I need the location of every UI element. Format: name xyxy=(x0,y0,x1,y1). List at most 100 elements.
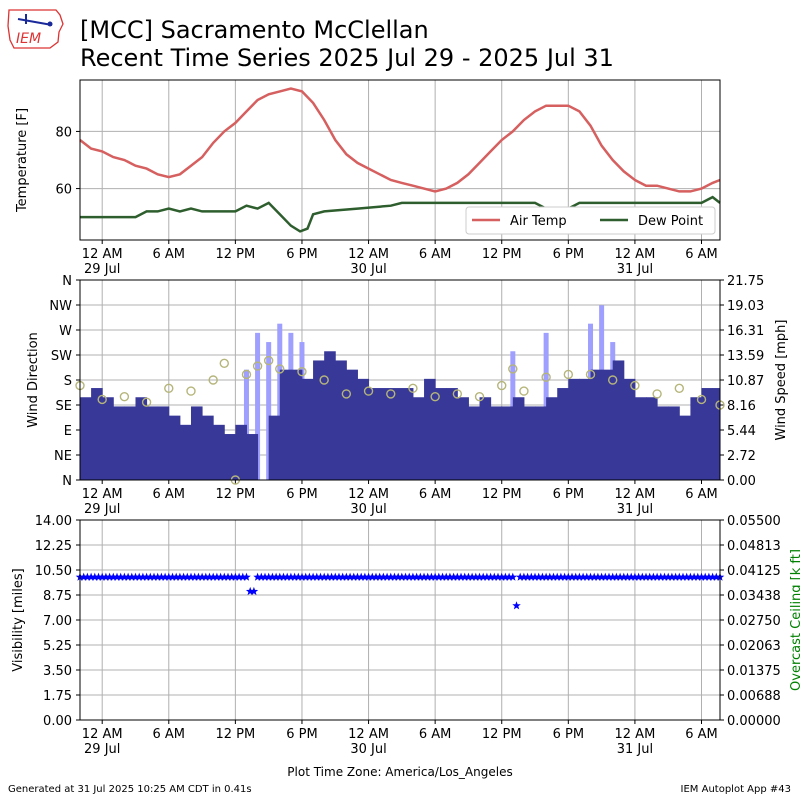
visibility-point xyxy=(586,572,595,581)
wind-speed-bar xyxy=(124,406,136,480)
x-tick-label: 30 Jul xyxy=(350,502,386,517)
direction-tick-label: SE xyxy=(56,399,72,414)
visibility-point xyxy=(223,572,233,581)
visibility-point xyxy=(652,572,662,581)
visibility-point xyxy=(641,572,651,581)
visibility-point xyxy=(160,572,170,581)
visibility-tick-label: 7.00 xyxy=(43,614,72,629)
wind-speed-bar xyxy=(401,388,414,480)
visibility-point xyxy=(253,572,262,581)
visibility-point xyxy=(612,572,621,581)
visibility-point xyxy=(197,572,207,581)
visibility-point xyxy=(423,572,432,581)
x-tick-label: 31 Jul xyxy=(617,262,653,277)
wind-speed-bar xyxy=(557,388,569,480)
x-tick-label: 6 PM xyxy=(286,727,317,742)
plot-frame xyxy=(79,279,721,481)
visibility-point xyxy=(549,572,558,581)
wind-speed-bar xyxy=(168,415,181,480)
wind-speed-bar xyxy=(568,378,580,480)
visibility-point xyxy=(105,572,114,581)
visibility-point xyxy=(164,572,174,581)
x-tick-label: 6 AM xyxy=(685,247,718,262)
visibility-point xyxy=(138,572,148,581)
visibility-point xyxy=(79,572,88,581)
visibility-point xyxy=(660,572,669,581)
visibility-point xyxy=(560,572,569,581)
visibility-point xyxy=(327,572,336,581)
x-tick-label: 12 PM xyxy=(216,247,256,262)
x-tick-label: 12 AM xyxy=(615,247,656,262)
x-tick-label: 29 Jul xyxy=(84,502,120,517)
direction-tick-label: W xyxy=(59,324,72,339)
visibility-point xyxy=(345,572,355,581)
wind-direction-point xyxy=(386,389,396,399)
x-tick-label: 6 PM xyxy=(553,247,584,262)
visibility-point xyxy=(334,572,344,581)
visibility-point xyxy=(353,572,362,581)
wind-speed-bar xyxy=(357,378,370,480)
x-tick-label: 6 PM xyxy=(286,247,317,262)
visibility-point xyxy=(168,572,177,581)
visibility-point xyxy=(449,572,458,581)
visibility-point xyxy=(571,572,580,581)
x-tick-label: 12 AM xyxy=(82,487,123,502)
x-tick-label: 29 Jul xyxy=(84,262,120,277)
visibility-point xyxy=(545,572,555,581)
wind-speed-bar xyxy=(179,424,192,480)
ceiling-tick-label: 0.03438 xyxy=(727,589,781,604)
wind-speed-bar xyxy=(157,406,170,480)
visibility-point xyxy=(708,572,717,581)
x-tick-label: 29 Jul xyxy=(84,742,120,757)
visibility-point xyxy=(275,572,284,581)
wind-speed-bar xyxy=(346,369,358,480)
visibility-tick-label: 14.00 xyxy=(35,514,72,529)
wind-gust-bar xyxy=(255,332,261,480)
visibility-point xyxy=(83,572,92,581)
visibility-point xyxy=(689,572,699,581)
visibility-point xyxy=(523,572,532,581)
visibility-point xyxy=(109,572,118,581)
wind-speed-bar xyxy=(468,406,481,480)
visibility-point xyxy=(575,572,584,581)
visibility-point xyxy=(97,572,107,581)
visibility-point xyxy=(390,572,399,581)
x-tick-label: 6 AM xyxy=(685,487,718,502)
visibility-point xyxy=(234,572,244,581)
visibility-point xyxy=(153,572,162,581)
wind-direction-point xyxy=(164,383,174,394)
wind-speed-bar xyxy=(224,434,236,480)
visibility-point xyxy=(412,572,421,581)
visibility-point xyxy=(667,572,677,581)
visibility-point xyxy=(634,572,643,581)
x-tick-label: 12 AM xyxy=(82,727,123,742)
visibility-tick-label: 5.25 xyxy=(43,639,72,654)
wind-direction-point xyxy=(430,391,440,402)
visibility-tick-label: 1.75 xyxy=(43,689,72,704)
ceiling-tick-label: 0.02063 xyxy=(727,639,781,654)
visibility-point xyxy=(678,572,688,581)
wind-speed-bar xyxy=(623,378,636,480)
wind-speed-bar xyxy=(390,388,403,480)
visibility-point xyxy=(249,586,259,596)
direction-tick-label: SW xyxy=(51,349,72,364)
x-tick-label: 30 Jul xyxy=(350,262,386,277)
wind-speed-bar xyxy=(213,424,225,480)
wind-gust-bar xyxy=(266,342,272,480)
visibility-point xyxy=(157,572,166,581)
visibility-point xyxy=(86,572,96,581)
direction-tick-label: S xyxy=(64,374,72,389)
wind-speed-bar xyxy=(646,397,658,480)
wind-direction-point xyxy=(563,369,574,380)
visibility-point xyxy=(90,572,100,581)
plot-frame xyxy=(79,79,721,241)
visibility-point xyxy=(604,572,614,581)
visibility-point xyxy=(597,572,606,581)
visibility-point xyxy=(368,572,377,581)
generated-footer: Generated at 31 Jul 2025 10:25 AM CDT in… xyxy=(8,784,252,795)
visibility-point xyxy=(127,572,137,581)
air-temp-line xyxy=(79,87,721,193)
wind-speed-bar xyxy=(202,415,214,480)
wind-direction-point xyxy=(674,383,685,394)
wind-direction-point xyxy=(497,380,507,391)
